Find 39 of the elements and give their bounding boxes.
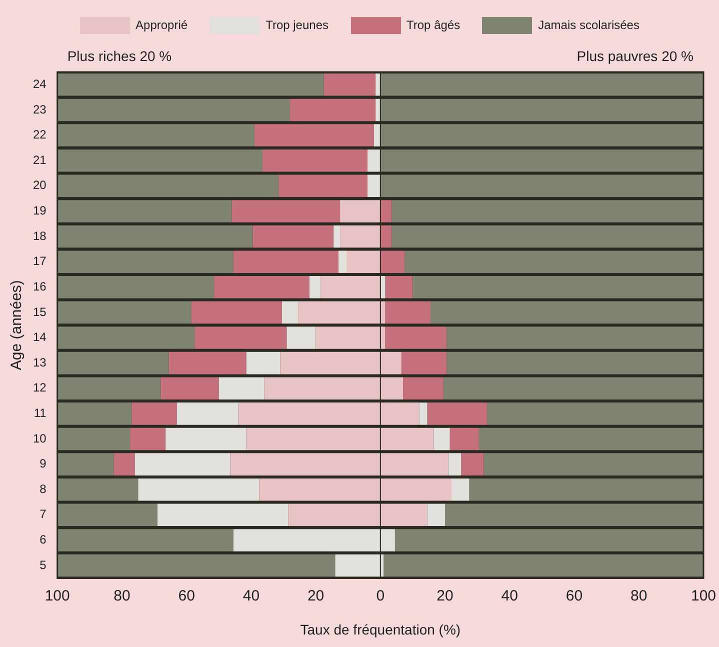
y-tick-label: 14 [32, 330, 47, 344]
y-tick-label: 6 [40, 532, 47, 547]
x-tick-label: 60 [566, 587, 583, 604]
y-tick-label: 19 [32, 204, 47, 218]
x-tick-label: 80 [630, 587, 648, 604]
legend-label: Trop jeunes [266, 18, 328, 32]
y-tick-label: 7 [40, 507, 47, 522]
x-tick-label: 40 [242, 587, 260, 604]
x-tick-label: 20 [307, 587, 324, 604]
x-tick-label: 0 [376, 587, 385, 604]
y-tick-label: 20 [32, 178, 47, 192]
x-tick-label: 100 [44, 587, 70, 604]
y-tick-label: 17 [32, 254, 47, 268]
x-tick-label: 100 [690, 587, 716, 604]
y-tick-label: 13 [32, 355, 47, 370]
y-axis-title: Age (années) [8, 280, 26, 370]
y-tick-label: 15 [32, 304, 47, 319]
legend-label: Jamais scolarisées [538, 18, 640, 32]
x-tick-label: 20 [436, 587, 454, 604]
y-tick-label: 8 [40, 482, 47, 496]
y-tick-label: 10 [32, 431, 47, 446]
legend-label: Approprié [136, 18, 188, 32]
y-tick-label: 18 [32, 228, 47, 243]
x-tick-label: 60 [178, 587, 195, 604]
text: Plus pauvres 20 % [576, 48, 694, 64]
y-tick-label: 22 [32, 128, 47, 142]
x-tick-label: 40 [501, 587, 518, 604]
text: Plus riches 20 % [67, 48, 172, 64]
y-tick-label: 24 [32, 76, 47, 91]
y-tick-label: 23 [32, 102, 47, 116]
y-tick-label: 16 [32, 279, 47, 294]
y-tick-label: 21 [32, 152, 47, 167]
y-tick-label: 11 [34, 406, 47, 420]
legend-label: Trop âgés [406, 18, 460, 32]
x-axis-title: Taux de fréquentation (%) [300, 621, 461, 638]
y-tick-label: 9 [40, 456, 47, 471]
y-tick-label: 12 [32, 380, 47, 395]
x-tick-label: 80 [114, 587, 130, 604]
y-tick-label: 5 [40, 558, 47, 572]
